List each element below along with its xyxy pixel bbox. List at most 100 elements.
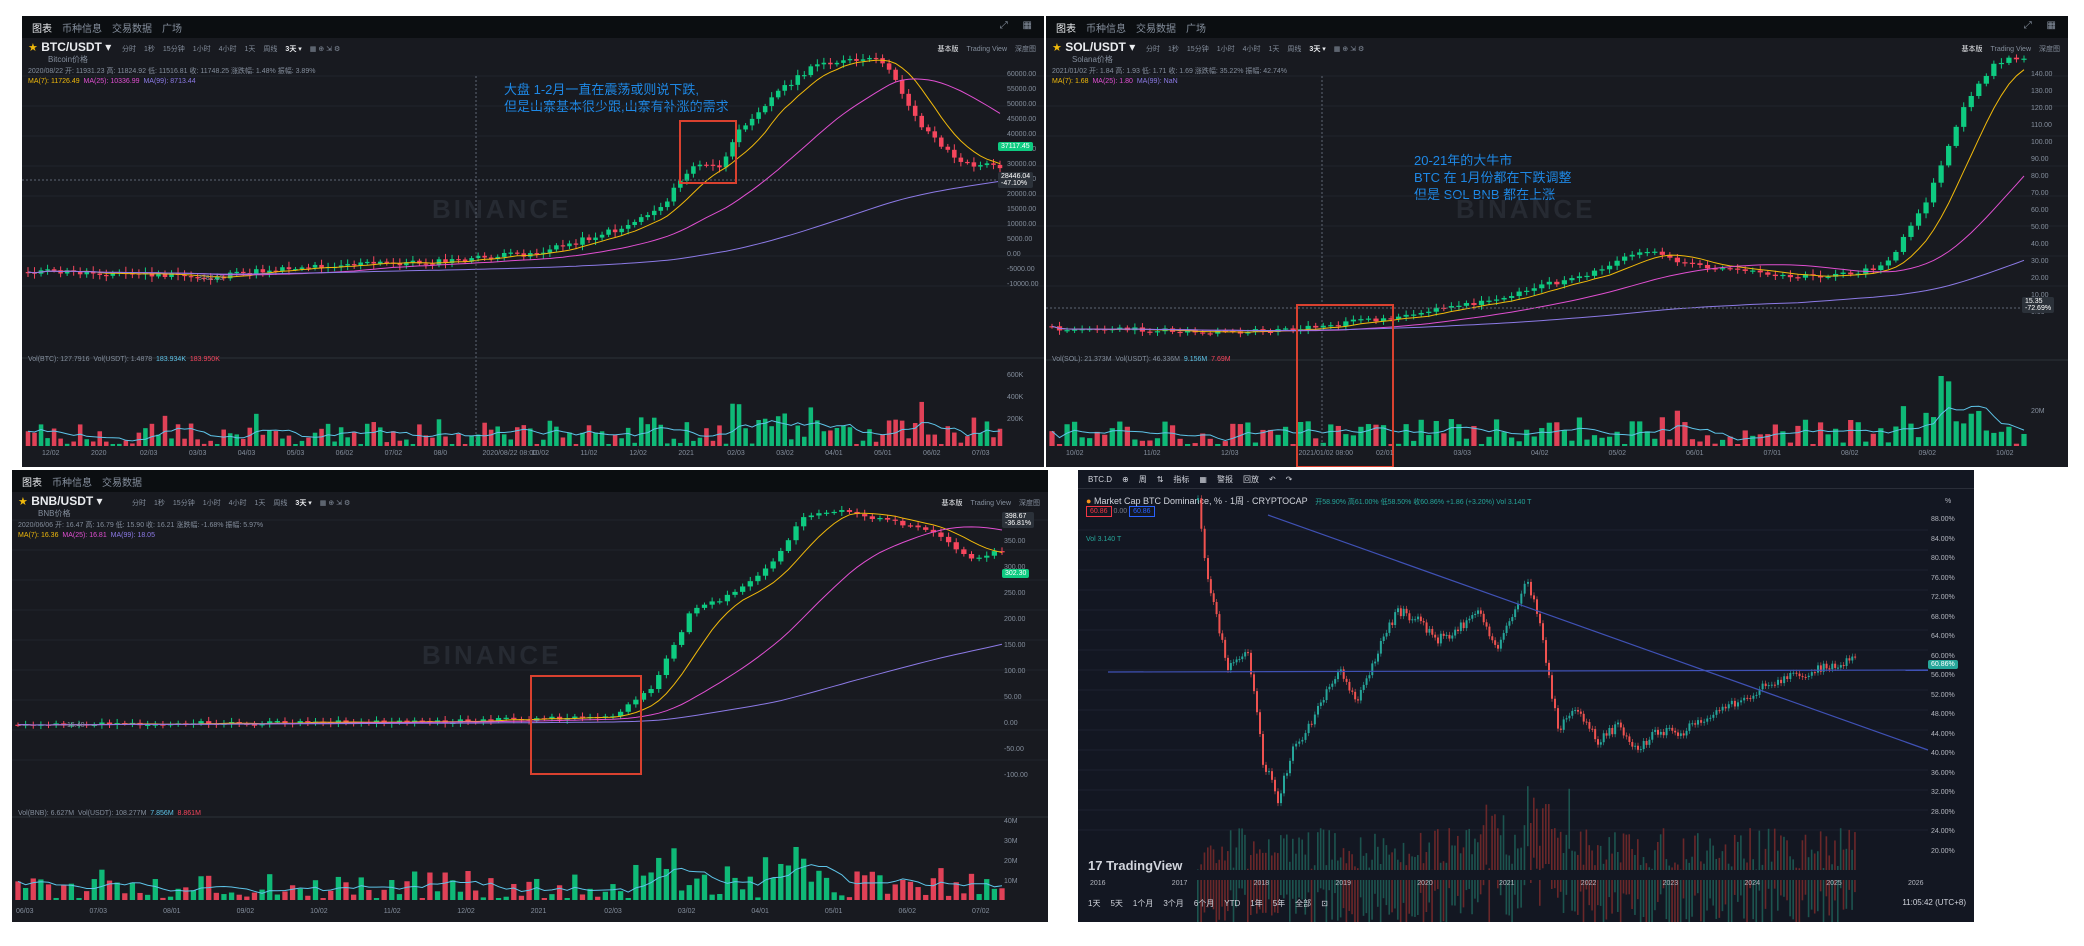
favorite-star-icon[interactable]: ★	[28, 42, 38, 54]
view-depth[interactable]: 深度图	[1015, 46, 1036, 53]
volume-bar	[1798, 868, 1801, 922]
interval-item[interactable]: 1小时	[192, 46, 211, 53]
tab-trading-data[interactable]: 交易数据	[1136, 23, 1176, 35]
tv-range-1d[interactable]: 1天	[1088, 899, 1101, 908]
view-depth[interactable]: 深度图	[2039, 46, 2060, 53]
interval-item-selected[interactable]: 3天 ▾	[285, 46, 302, 53]
tab-trading-data[interactable]: 交易数据	[112, 23, 152, 35]
view-basic[interactable]: 基本版	[1961, 46, 1983, 53]
tv-range-6m[interactable]: 6个月	[1193, 899, 1215, 908]
interval-item[interactable]: 周线	[273, 500, 288, 507]
interval-item[interactable]: 1秒	[144, 46, 155, 53]
volume-bar	[1831, 864, 1833, 922]
tab-chart[interactable]: 图表	[1056, 23, 1076, 35]
tv-range-1y[interactable]: 1年	[1250, 899, 1263, 908]
volume-bar	[573, 444, 579, 446]
interval-item[interactable]: 15分钟	[172, 500, 195, 507]
tab-square[interactable]: 广场	[162, 23, 182, 35]
interval-item[interactable]: 分时	[132, 500, 146, 507]
window-buttons[interactable]: ⤢ ▦	[2023, 20, 2062, 31]
tv-symbol-search[interactable]: BTC.D	[1088, 474, 1112, 484]
tv-date-range-icon[interactable]: ⊡	[1321, 899, 1328, 908]
chart-settings-icon[interactable]: ▦ ⊕ ⇲ ⚙	[1333, 46, 1365, 53]
volume-bar	[1848, 829, 1851, 890]
tab-coin-info[interactable]: 币种信息	[62, 23, 102, 35]
favorite-star-icon[interactable]: ★	[1052, 42, 1062, 54]
interval-item[interactable]: 15分钟	[1186, 46, 1209, 53]
tv-clock: 11:05:42 (UTC+8)	[1902, 898, 1966, 907]
interval-item[interactable]: 15分钟	[162, 46, 185, 53]
interval-item[interactable]: 4小时	[218, 46, 237, 53]
interval-item-selected[interactable]: 3天 ▾	[295, 500, 312, 507]
candle	[1509, 296, 1515, 298]
volume-bar	[1459, 853, 1462, 914]
tv-range-ytd[interactable]: YTD	[1224, 899, 1241, 908]
view-basic[interactable]: 基本版	[941, 500, 963, 507]
tv-range-5d[interactable]: 5天	[1110, 899, 1123, 908]
tv-alert[interactable]: 警报	[1216, 474, 1233, 484]
tv-compare-icon[interactable]: ⇅	[1156, 474, 1164, 484]
tv-indicators[interactable]: 指标	[1173, 474, 1190, 484]
tab-square[interactable]: 广场	[1186, 23, 1206, 35]
tv-redo-icon[interactable]: ↷	[1285, 474, 1293, 484]
interval-item-selected[interactable]: 3天 ▾	[1309, 46, 1326, 53]
pair-title[interactable]: ★ SOL/USDT ▾	[1052, 40, 1136, 54]
tv-range-5y[interactable]: 5年	[1272, 899, 1286, 908]
interval-item[interactable]: 1天	[244, 46, 256, 53]
interval-item[interactable]: 1小时	[202, 500, 221, 507]
candle	[423, 263, 429, 265]
volume-bar	[1502, 815, 1505, 876]
pair-title[interactable]: ★ BNB/USDT ▾	[18, 494, 103, 508]
window-buttons[interactable]: ⤢ ▦	[999, 20, 1038, 31]
tv-ask[interactable]: 60.86	[1129, 506, 1155, 517]
tv-range-3m[interactable]: 3个月	[1163, 899, 1184, 908]
chart-settings-icon[interactable]: ▦ ⊕ ⇲ ⚙	[319, 500, 351, 507]
tab-trading-data[interactable]: 交易数据	[102, 477, 142, 489]
volume-bar	[586, 425, 592, 446]
tab-coin-info[interactable]: 币种信息	[1086, 23, 1126, 35]
volume-bar	[1339, 857, 1342, 918]
interval-item[interactable]: 1秒	[154, 500, 165, 507]
view-tradingview[interactable]: Trading View	[970, 500, 1011, 507]
view-tradingview[interactable]: Trading View	[1990, 46, 2031, 53]
interval-item[interactable]: 周线	[263, 46, 278, 53]
candle	[1750, 270, 1756, 272]
tv-replay[interactable]: 回放	[1242, 474, 1259, 484]
tv-interval[interactable]: 周	[1138, 474, 1147, 484]
interval-item[interactable]: 分时	[1146, 46, 1160, 53]
time-tick-label: 06/01	[1686, 450, 1704, 457]
volume-bar	[1488, 868, 1491, 922]
highlight-box	[1296, 304, 1394, 467]
favorite-star-icon[interactable]: ★	[18, 496, 28, 508]
tab-coin-info[interactable]: 币种信息	[52, 477, 92, 489]
volume-bar	[1271, 855, 1273, 916]
view-depth[interactable]: 深度图	[1019, 500, 1040, 507]
interval-item[interactable]: 1小时	[1216, 46, 1235, 53]
interval-item[interactable]: 4小时	[1242, 46, 1261, 53]
candle	[697, 164, 703, 167]
tv-range-all[interactable]: 全部	[1295, 899, 1312, 908]
tradingview-logo[interactable]: 17 TradingView	[1088, 858, 1182, 873]
volume-bar	[457, 891, 464, 900]
pair-title[interactable]: ★ BTC/USDT ▾	[28, 40, 112, 54]
tv-add-symbol-icon[interactable]: ⊕	[1122, 474, 1129, 484]
tv-range-1m[interactable]: 1个月	[1132, 899, 1154, 908]
view-basic[interactable]: 基本版	[937, 46, 959, 53]
volume-bar	[1388, 854, 1391, 915]
candle	[443, 259, 448, 263]
view-tradingview[interactable]: Trading View	[966, 46, 1007, 53]
tab-chart[interactable]: 图表	[32, 23, 52, 35]
interval-item[interactable]: 分时	[122, 46, 136, 53]
time-tick-label: 2026	[1908, 880, 1924, 887]
tab-chart[interactable]: 图表	[22, 477, 42, 489]
interval-item[interactable]: 周线	[1287, 46, 1302, 53]
tv-undo-icon[interactable]: ↶	[1268, 474, 1276, 484]
tv-bid[interactable]: 60.86	[1086, 506, 1112, 517]
interval-item[interactable]: 1秒	[1168, 46, 1179, 53]
tv-top-toolbar: BTC.D ⊕ 周 ⇅ 指标 ▦ 警报 回放 ↶ ↷	[1078, 470, 1974, 489]
interval-item[interactable]: 1天	[1268, 46, 1280, 53]
interval-item[interactable]: 4小时	[228, 500, 247, 507]
chart-settings-icon[interactable]: ▦ ⊕ ⇲ ⚙	[309, 46, 341, 53]
interval-item[interactable]: 1天	[254, 500, 266, 507]
tv-layout-icon[interactable]: ▦	[1199, 474, 1207, 484]
